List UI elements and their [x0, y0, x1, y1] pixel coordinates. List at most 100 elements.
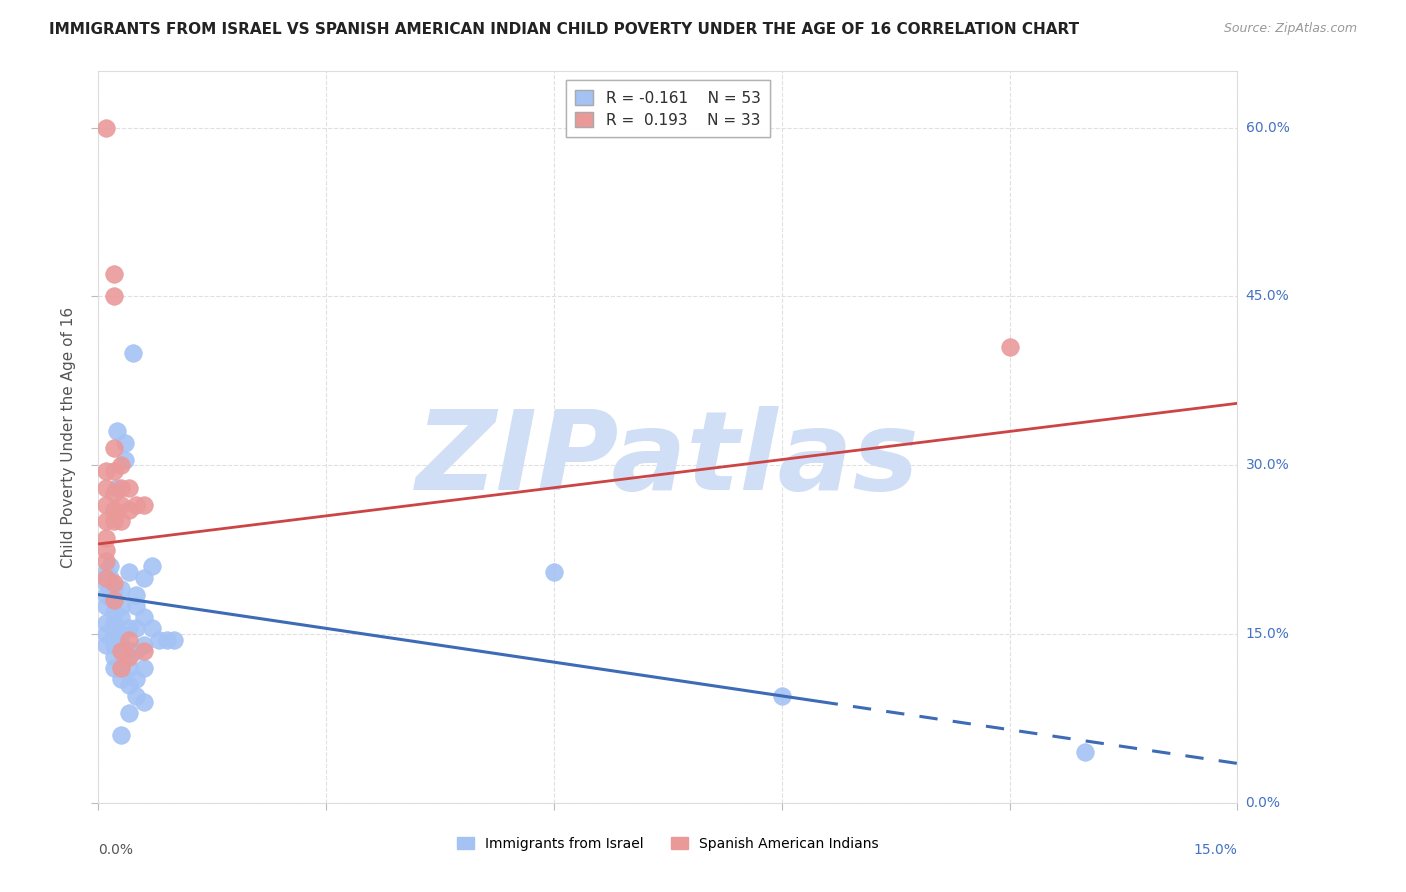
Point: [110, 627, 132, 641]
Point: [1074, 745, 1097, 759]
Point: [110, 672, 132, 686]
Point: [94, 464, 117, 478]
Point: [118, 503, 141, 517]
Point: [94, 627, 117, 641]
Point: [118, 632, 141, 647]
Point: [94, 498, 117, 512]
Point: [125, 588, 148, 602]
Point: [125, 599, 148, 613]
Legend: R = -0.161    N = 53, R =  0.193    N = 33: R = -0.161 N = 53, R = 0.193 N = 33: [567, 80, 769, 136]
Text: 30.0%: 30.0%: [1246, 458, 1289, 472]
Point: [103, 267, 125, 281]
Point: [94, 599, 117, 613]
Point: [94, 588, 117, 602]
Point: [103, 605, 125, 619]
Point: [118, 678, 141, 692]
Point: [94, 565, 117, 579]
Point: [98, 582, 121, 596]
Point: [125, 672, 148, 686]
Point: [114, 452, 136, 467]
Point: [98, 571, 121, 585]
Point: [110, 599, 132, 613]
Point: [110, 515, 132, 529]
Point: [110, 728, 132, 742]
Point: [107, 481, 129, 495]
Point: [94, 532, 117, 546]
Point: [125, 689, 148, 703]
Text: IMMIGRANTS FROM ISRAEL VS SPANISH AMERICAN INDIAN CHILD POVERTY UNDER THE AGE OF: IMMIGRANTS FROM ISRAEL VS SPANISH AMERIC…: [49, 22, 1080, 37]
Point: [103, 615, 125, 630]
Point: [110, 661, 132, 675]
Text: 60.0%: 60.0%: [1246, 120, 1289, 135]
Point: [141, 559, 163, 574]
Point: [163, 632, 186, 647]
Point: [132, 498, 155, 512]
Point: [110, 498, 132, 512]
Point: [103, 515, 125, 529]
Point: [103, 638, 125, 652]
Point: [132, 638, 155, 652]
Text: 15.0%: 15.0%: [1246, 627, 1289, 641]
Point: [110, 582, 132, 596]
Point: [132, 571, 155, 585]
Point: [94, 571, 117, 585]
Point: [94, 638, 117, 652]
Point: [94, 120, 117, 135]
Point: [770, 689, 793, 703]
Point: [132, 694, 155, 708]
Text: 0.0%: 0.0%: [1246, 796, 1281, 810]
Point: [110, 644, 132, 658]
Point: [156, 632, 179, 647]
Point: [118, 481, 141, 495]
Point: [132, 661, 155, 675]
Point: [118, 706, 141, 720]
Point: [118, 621, 141, 635]
Point: [121, 345, 143, 359]
Point: [103, 649, 125, 664]
Point: [118, 644, 141, 658]
Y-axis label: Child Poverty Under the Age of 16: Child Poverty Under the Age of 16: [60, 307, 76, 567]
Text: 45.0%: 45.0%: [1246, 289, 1289, 303]
Point: [998, 340, 1021, 354]
Point: [94, 481, 117, 495]
Point: [103, 576, 125, 591]
Point: [141, 621, 163, 635]
Point: [94, 554, 117, 568]
Point: [110, 610, 132, 624]
Point: [110, 638, 132, 652]
Point: [94, 515, 117, 529]
Text: 0.0%: 0.0%: [98, 843, 134, 857]
Text: Source: ZipAtlas.com: Source: ZipAtlas.com: [1223, 22, 1357, 36]
Text: ZIPatlas: ZIPatlas: [416, 406, 920, 513]
Point: [103, 661, 125, 675]
Point: [94, 542, 117, 557]
Point: [103, 289, 125, 303]
Point: [110, 481, 132, 495]
Point: [103, 593, 125, 607]
Point: [132, 610, 155, 624]
Point: [110, 661, 132, 675]
Point: [118, 565, 141, 579]
Point: [103, 486, 125, 500]
Point: [125, 498, 148, 512]
Point: [118, 649, 141, 664]
Point: [103, 593, 125, 607]
Point: [103, 582, 125, 596]
Point: [110, 458, 132, 473]
Point: [543, 565, 565, 579]
Point: [125, 621, 148, 635]
Point: [103, 464, 125, 478]
Point: [94, 615, 117, 630]
Point: [107, 425, 129, 439]
Point: [148, 632, 170, 647]
Point: [114, 435, 136, 450]
Point: [103, 627, 125, 641]
Point: [94, 576, 117, 591]
Point: [103, 442, 125, 456]
Point: [103, 503, 125, 517]
Point: [118, 661, 141, 675]
Point: [125, 644, 148, 658]
Point: [132, 644, 155, 658]
Text: 15.0%: 15.0%: [1194, 843, 1237, 857]
Point: [98, 559, 121, 574]
